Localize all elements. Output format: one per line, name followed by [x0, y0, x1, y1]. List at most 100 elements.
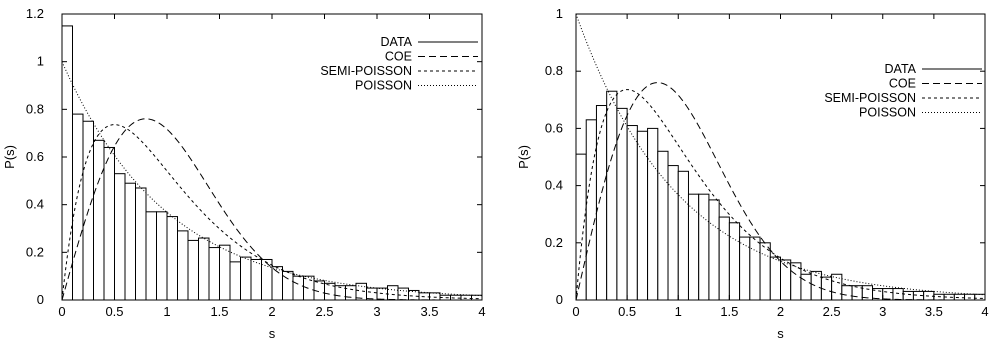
chart1-data-bar [135, 187, 147, 301]
chart2-data-bar [595, 105, 608, 301]
chart2-y-tick-label: 0.4 [545, 178, 563, 193]
chart2-data-bar [718, 216, 730, 301]
chart1-data-bar [429, 292, 441, 301]
chart2-data-bar [769, 256, 782, 301]
chart2-x-tick-label: 1 [675, 304, 682, 319]
chart1-x-tick-label: 2.5 [315, 304, 333, 319]
chart1-x-axis-label: s [269, 326, 276, 341]
chart1-y-axis-label: P(s) [2, 145, 17, 169]
chart1-semi-poisson-curve [61, 124, 483, 301]
chart1-data-bar [114, 173, 126, 301]
chart1-data-bar [292, 275, 304, 301]
chart1-y-tick-label: 0.4 [26, 197, 44, 212]
chart1-data-bar [345, 285, 357, 301]
chart1-x-tick-label: 1 [163, 304, 170, 319]
chart2-x-tick-label: 2.5 [823, 304, 841, 319]
chart1-poisson-curve [61, 61, 483, 297]
chart1-data-bar [408, 289, 420, 301]
chart1-y-tick-label: 0.6 [26, 149, 44, 164]
chart1-data-bar [145, 211, 157, 301]
chart1-data-bar [282, 270, 294, 301]
chart2-data-bar [739, 236, 751, 301]
chart2-legend-label: COE [889, 77, 916, 91]
chart2-x-tick-label: 0.5 [618, 304, 636, 319]
chart2-data-bar [841, 285, 853, 301]
chart2-data-bar [585, 119, 597, 301]
chart2-y-tick-label: 0.6 [545, 120, 563, 135]
chart2-x-tick-label: 2 [777, 304, 784, 319]
chart2-data-bar [667, 165, 679, 301]
chart1-data-bar [177, 230, 189, 301]
chart1-data-bar [250, 258, 262, 301]
chart1-data-bar [166, 216, 178, 301]
chart2-y-axis-label: P(s) [516, 145, 531, 169]
chart2-data-bar [902, 290, 914, 301]
chart2-y-tick-label: 0 [556, 292, 563, 307]
chart2-legend-label: DATA [885, 62, 917, 76]
chart2-data-bar [964, 293, 976, 301]
chart2-data-bar [728, 222, 741, 301]
chart2-data-bar [749, 236, 761, 301]
chart1-data-bar [219, 244, 231, 301]
chart2-legend-label: POISSON [859, 106, 916, 120]
chart2-x-tick-label: 0 [572, 304, 579, 319]
chart2-data-bar [626, 125, 638, 301]
chart2-y-tick-label: 1 [556, 6, 563, 21]
chart1-x-tick-label: 1.5 [210, 304, 228, 319]
chart2-data-bar [759, 242, 771, 301]
chart1-y-tick-label: 1 [37, 54, 44, 69]
chart1-legend-label: SEMI-POISSON [320, 64, 412, 78]
chart2-y-tick-label: 0.8 [545, 63, 563, 78]
chart2-data-bar [606, 90, 618, 301]
chart2-data-bar [974, 293, 986, 301]
chart1-data-bar [397, 287, 409, 301]
chart2-semi-poisson-curve [575, 89, 986, 301]
chart1-y-tick-label: 0 [37, 292, 44, 307]
chart2-y-tick-label: 0.2 [545, 235, 563, 250]
chart1-data-bar [303, 275, 315, 301]
chart1-data-bar [208, 247, 220, 301]
chart1-data-bar [72, 113, 84, 301]
chart1-data-bar [198, 237, 210, 301]
chart2-data-bar [698, 193, 710, 301]
chart1-legend-label: DATA [381, 35, 413, 49]
chart1-x-tick-label: 4 [478, 304, 485, 319]
chart2-data-bar [953, 293, 966, 301]
chart2-poisson-curve [575, 13, 986, 296]
chart2-x-axis-label: s [777, 326, 784, 341]
chart2-legend-label: SEMI-POISSON [824, 91, 916, 105]
chart1-x-tick-label: 3 [373, 304, 380, 319]
chart1-data-bar [229, 261, 241, 301]
chart2-data-bar [677, 170, 689, 301]
chart1-data-bar [240, 256, 252, 301]
chart1-data-bar [93, 139, 105, 301]
chart1-data-bar [124, 182, 136, 301]
chart2-x-tick-label: 4 [981, 304, 988, 319]
chart1-x-tick-label: 2 [268, 304, 275, 319]
chart1-data-bar [156, 211, 168, 301]
chart2-data-bar [882, 288, 894, 301]
chart2-data-bar [800, 273, 812, 301]
chart1-data-bar [471, 294, 483, 301]
chart1-data-bar [261, 258, 273, 301]
chart1-legend-label: POISSON [355, 79, 412, 93]
chart2-x-tick-label: 3.5 [925, 304, 943, 319]
chart2-data-bar [892, 288, 904, 301]
chart1-x-tick-label: 0.5 [105, 304, 123, 319]
chart1-data-bar [103, 146, 115, 301]
chart2-data-bar [647, 127, 659, 301]
chart1-y-tick-label: 1.2 [26, 6, 44, 21]
chart1-y-tick-label: 0.2 [26, 244, 44, 259]
chart1-legend-label: COE [385, 50, 412, 64]
chart1-x-tick-label: 0 [58, 304, 65, 319]
chart1-data-bar [187, 239, 199, 301]
chart1-y-tick-label: 0.8 [26, 101, 44, 116]
chart1-data-bar [61, 25, 73, 301]
chart2-x-tick-label: 3 [879, 304, 886, 319]
chart1-data-bar [460, 294, 472, 301]
chart1-data-bar [387, 285, 399, 301]
chart1-x-tick-label: 3.5 [420, 304, 438, 319]
chart2-x-tick-label: 1.5 [720, 304, 738, 319]
chart2-data-bar [687, 193, 700, 301]
chart2-data-bar [708, 199, 720, 301]
